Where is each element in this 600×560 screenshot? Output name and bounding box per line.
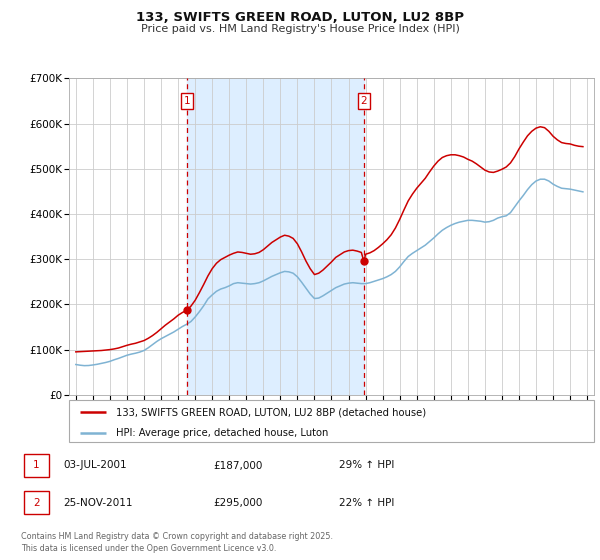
Text: 1: 1 — [184, 96, 190, 106]
Bar — [24, 492, 49, 514]
Text: 2: 2 — [33, 498, 40, 507]
Text: £295,000: £295,000 — [214, 498, 263, 507]
Text: 22% ↑ HPI: 22% ↑ HPI — [338, 498, 394, 507]
Text: 133, SWIFTS GREEN ROAD, LUTON, LU2 8BP: 133, SWIFTS GREEN ROAD, LUTON, LU2 8BP — [136, 11, 464, 24]
Text: £187,000: £187,000 — [214, 460, 263, 470]
Text: HPI: Average price, detached house, Luton: HPI: Average price, detached house, Luto… — [116, 428, 329, 438]
Text: 2: 2 — [361, 96, 367, 106]
Text: 29% ↑ HPI: 29% ↑ HPI — [338, 460, 394, 470]
Bar — [24, 454, 49, 477]
Text: 1: 1 — [33, 460, 40, 470]
Text: 25-NOV-2011: 25-NOV-2011 — [64, 498, 133, 507]
Text: Contains HM Land Registry data © Crown copyright and database right 2025.
This d: Contains HM Land Registry data © Crown c… — [21, 533, 333, 553]
Text: 133, SWIFTS GREEN ROAD, LUTON, LU2 8BP (detached house): 133, SWIFTS GREEN ROAD, LUTON, LU2 8BP (… — [116, 407, 427, 417]
Bar — [187, 78, 364, 395]
Text: 03-JUL-2001: 03-JUL-2001 — [64, 460, 127, 470]
Text: Price paid vs. HM Land Registry's House Price Index (HPI): Price paid vs. HM Land Registry's House … — [140, 24, 460, 34]
